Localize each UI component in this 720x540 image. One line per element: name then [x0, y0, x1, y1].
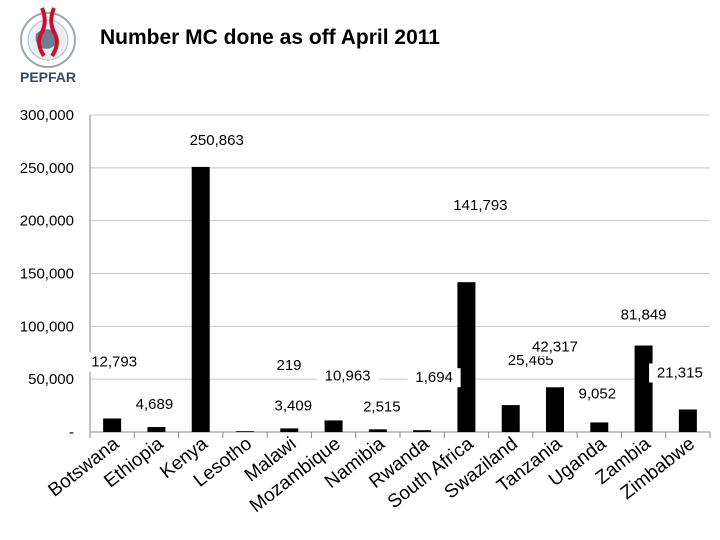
bar [413, 430, 432, 432]
y-tick-label: - [69, 424, 74, 441]
gridlines [90, 114, 710, 380]
data-label: 42,317 [532, 338, 578, 355]
pepfar-logo: PEPFAR [20, 7, 76, 85]
data-label-bg [649, 363, 711, 383]
bar [368, 429, 387, 432]
data-label: 2,515 [363, 398, 401, 415]
bar [236, 431, 254, 432]
data-label-bg [271, 355, 307, 375]
data-label: 12,793 [91, 353, 137, 370]
bar [147, 427, 166, 432]
data-labels: 12,793 4,689 250,863 219 3,409 10,963 2,515 1,6… [83, 130, 711, 417]
y-tick-label: 50,000 [28, 371, 74, 388]
data-label: 3,409 [275, 397, 313, 414]
data-label-bg [445, 196, 516, 216]
y-tick-labels: - 50,000 100,000 150,000 200,000 250,000 300,0… [20, 107, 74, 441]
data-label-bg [355, 397, 409, 417]
data-label: 81,849 [621, 307, 667, 324]
data-label-bg [181, 130, 252, 150]
y-tick-label: 250,000 [20, 160, 74, 177]
data-label-bg [127, 395, 181, 415]
bar [457, 282, 476, 432]
data-label-bg [524, 337, 586, 357]
bars [103, 166, 697, 432]
data-label: 25,465 [508, 352, 554, 369]
x-tick-labels: BotswanaEthiopiaKenyaLesothoMalawiMozamb… [45, 433, 699, 517]
data-label: 219 [276, 357, 301, 374]
y-tick-label: 100,000 [20, 318, 74, 335]
bar [103, 418, 122, 432]
bar [324, 420, 343, 432]
y-tick-label: 200,000 [20, 213, 74, 230]
bar [590, 422, 609, 432]
bar [678, 409, 697, 432]
data-label: 9,052 [579, 385, 617, 402]
data-label-bg [83, 352, 145, 372]
data-label-bg [570, 384, 624, 404]
bar [191, 166, 210, 432]
data-label: 141,793 [453, 197, 507, 214]
data-label: 21,315 [657, 364, 703, 381]
y-tick-label: 300,000 [20, 107, 74, 124]
bar [546, 387, 564, 432]
y-tick-label: 150,000 [20, 266, 74, 283]
data-label-bg [612, 305, 675, 325]
data-label: 1,694 [415, 369, 453, 386]
chart-title: Number MC done as off April 2011 [100, 26, 440, 49]
data-label-bg [407, 368, 461, 388]
data-label-bg [316, 366, 379, 386]
data-label: 250,863 [190, 132, 244, 149]
data-label: 10,963 [325, 367, 371, 384]
data-label: 4,689 [136, 396, 174, 413]
logo-text: PEPFAR [20, 69, 76, 85]
bar [634, 345, 653, 432]
data-label-bg [266, 396, 320, 416]
bar [501, 405, 520, 432]
bar [280, 428, 299, 432]
